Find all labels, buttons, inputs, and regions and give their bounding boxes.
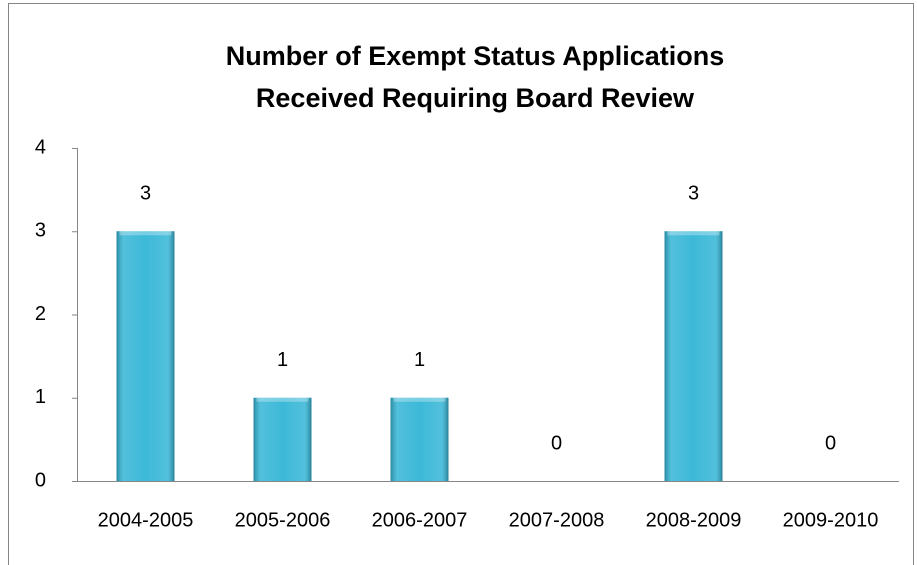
data-label: 0 <box>825 432 836 454</box>
bar-bevel <box>667 231 720 236</box>
bar <box>116 231 175 481</box>
data-label: 3 <box>140 183 151 205</box>
x-tick-label: 2004-2005 <box>98 509 194 531</box>
chart-title: Received Requiring Board Review <box>256 83 695 113</box>
bar-bevel <box>256 397 309 402</box>
y-tick-label: 3 <box>35 220 46 242</box>
bar <box>390 397 449 481</box>
x-tick-label: 2006-2007 <box>372 509 468 531</box>
y-tick-label: 2 <box>35 303 46 325</box>
x-tick-label: 2008-2009 <box>646 509 742 531</box>
data-label: 1 <box>277 349 288 371</box>
bar <box>664 231 723 481</box>
y-tick-label: 1 <box>35 386 46 408</box>
x-tick-label: 2005-2006 <box>235 509 331 531</box>
y-tick-label: 0 <box>35 469 46 491</box>
chart-title: Number of Exempt Status Applications <box>226 41 725 71</box>
bar-bevel <box>119 231 172 236</box>
y-tick-label: 4 <box>35 136 46 158</box>
data-label: 3 <box>688 183 699 205</box>
x-tick-label: 2009-2010 <box>783 509 879 531</box>
chart-border <box>8 3 914 565</box>
data-label: 0 <box>551 432 562 454</box>
bar <box>253 397 312 481</box>
bar-bevel <box>393 397 446 402</box>
x-tick-label: 2007-2008 <box>509 509 605 531</box>
data-label: 1 <box>414 349 425 371</box>
